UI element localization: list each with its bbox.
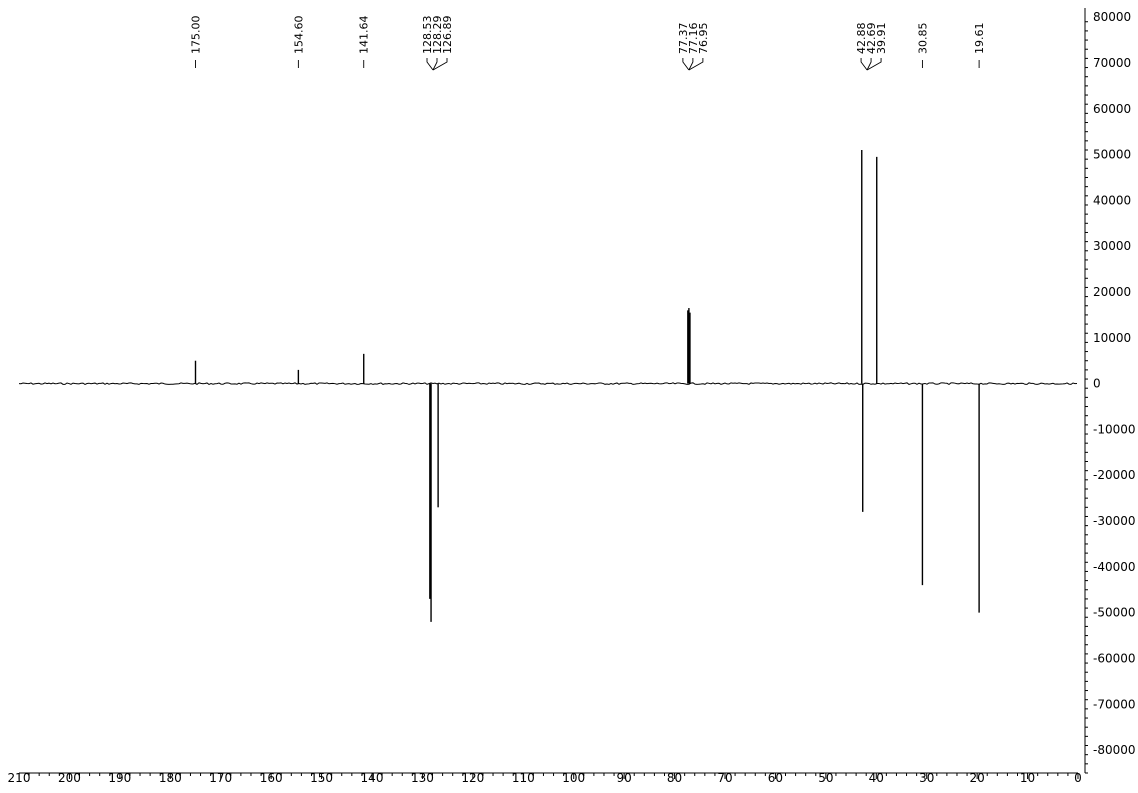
x-tick-label: 130 — [411, 771, 434, 785]
y-tick-label: -50000 — [1093, 606, 1136, 620]
peak-label-leader — [426, 58, 434, 71]
y-tick-label: -40000 — [1093, 560, 1136, 574]
y-axis: 80000 70000 60000 50000 40000 30000 20000 10000… — [1084, 8, 1136, 774]
y-tick-label: 80000 — [1093, 10, 1131, 24]
y-tick-label: 30000 — [1093, 239, 1131, 253]
x-tick-label: 110 — [512, 771, 535, 785]
x-tick-label: 200 — [58, 771, 81, 785]
spectrum-peaks-group — [194, 150, 980, 622]
x-tick-label: 40 — [869, 771, 884, 785]
y-tick-label: 40000 — [1093, 193, 1131, 207]
x-tick-label: 60 — [768, 771, 783, 785]
y-tick-label: 20000 — [1093, 285, 1131, 299]
peak-label: 77.16 — [687, 23, 700, 55]
x-tick-label: 140 — [361, 771, 384, 785]
peak-label: 42.69 — [865, 23, 878, 55]
peak-label: 128.29 — [431, 16, 444, 55]
x-tick-label: 210 — [8, 771, 31, 785]
x-tick-label: 180 — [159, 771, 182, 785]
peak-label: 19.61 — [973, 23, 986, 55]
peak-label-leader — [860, 58, 868, 71]
x-tick-label: 90 — [617, 771, 632, 785]
peak-label: 128.53 — [421, 16, 434, 55]
peak-label-leader — [866, 58, 872, 71]
y-tick-label: 10000 — [1093, 331, 1131, 345]
x-tick-label: 20 — [970, 771, 985, 785]
peak-label-leader — [866, 58, 882, 71]
x-tick-label: 80 — [667, 771, 682, 785]
peak-label: 154.60 — [292, 16, 305, 55]
peak-label-leader — [432, 58, 448, 71]
y-tick-label: -30000 — [1093, 514, 1136, 528]
peak-label: 39.91 — [875, 23, 888, 55]
peak-label: 76.95 — [697, 23, 710, 55]
peak-label: 42.88 — [855, 23, 868, 55]
peak-label-leader — [688, 58, 704, 71]
x-tick-label: 150 — [310, 771, 333, 785]
y-tick-label: -20000 — [1093, 468, 1136, 482]
peak-label-leader — [432, 58, 438, 71]
y-tick-label: 70000 — [1093, 56, 1131, 70]
y-tick-label: -70000 — [1093, 697, 1136, 711]
x-tick-label: 70 — [717, 771, 732, 785]
peak-label: 30.85 — [916, 23, 929, 55]
peak-label-leader — [682, 58, 690, 71]
peak-label: 141.64 — [358, 16, 371, 55]
y-tick-label: 0 — [1093, 377, 1101, 391]
x-tick-label: 0 — [1074, 771, 1082, 785]
peak-label-leader — [688, 58, 694, 71]
x-axis: 210 200 190 180 170 160 150 140 130 120 110 100 90 80… — [8, 771, 1082, 785]
spectrum-baseline — [18, 382, 1078, 386]
peak-label: 126.89 — [441, 16, 454, 55]
x-tick-label: 120 — [461, 771, 484, 785]
x-tick-label: 100 — [562, 771, 585, 785]
spectrum-baseline-group — [18, 382, 1078, 386]
x-tick-label: 160 — [260, 771, 283, 785]
x-tick-label: 170 — [209, 771, 232, 785]
y-tick-label: -60000 — [1093, 651, 1136, 665]
y-tick-label: 60000 — [1093, 102, 1131, 116]
y-tick-label: -10000 — [1093, 422, 1136, 436]
y-tick-label: 50000 — [1093, 148, 1131, 162]
peak-label: 77.37 — [677, 23, 690, 55]
peak-label: 175.00 — [190, 16, 203, 55]
y-tick-label: -80000 — [1093, 743, 1136, 757]
x-tick-label: 10 — [1020, 771, 1035, 785]
x-tick-label: 190 — [108, 771, 131, 785]
x-tick-label: 50 — [818, 771, 833, 785]
x-tick-label: 30 — [919, 771, 934, 785]
